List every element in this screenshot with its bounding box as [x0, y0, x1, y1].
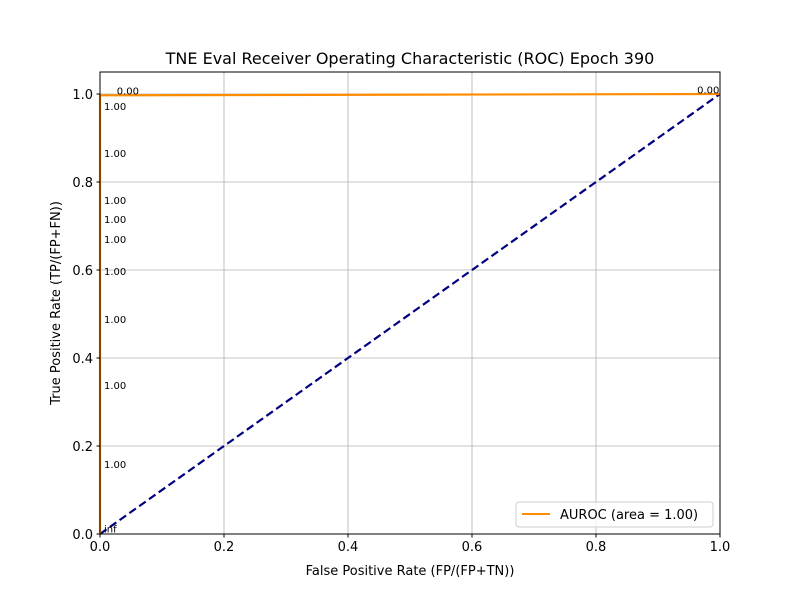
y-tick-label: 0.8	[72, 176, 93, 191]
legend-box	[515, 501, 714, 528]
y-tick-label: 1.0	[72, 88, 93, 103]
x-tick-label: 0.4	[338, 540, 359, 555]
axes-frame	[99, 71, 721, 535]
x-tick-label: 0.6	[462, 540, 483, 555]
y-axis-label: True Positive Rate (TP/(FP+FN))	[49, 201, 64, 406]
threshold-label: 1.00	[104, 102, 126, 113]
threshold-label: 1.00	[104, 315, 126, 326]
threshold-label: 0.00	[117, 86, 139, 97]
legend-label: AUROC (area = 1.00)	[560, 508, 698, 523]
y-tick-label: 0.4	[72, 352, 93, 367]
y-tick-label: 0.2	[72, 440, 93, 455]
threshold-label: 1.00	[104, 235, 126, 246]
threshold-label: 1.00	[104, 215, 126, 226]
x-tick-label: 0.2	[214, 540, 235, 555]
x-axis-label: False Positive Rate (FP/(FP+TN))	[306, 564, 515, 579]
ticks: 0.0 0.2 0.4 0.6 0.8 1.0 0.0 0.2 0.4 0.6 0.8 1.0	[72, 88, 730, 555]
series-lines	[98, 92, 721, 535]
y-tick-label: 0.6	[72, 264, 93, 279]
threshold-label: 1.00	[104, 149, 126, 160]
grid	[99, 72, 721, 535]
legend: AUROC (area = 1.00)	[515, 501, 714, 528]
chance-diagonal-line	[99, 93, 721, 535]
threshold-label: 0.00	[697, 86, 719, 97]
threshold-label: 1.00	[104, 267, 126, 278]
threshold-label: 1.00	[104, 460, 126, 471]
x-tick-label: 0.0	[90, 540, 111, 555]
threshold-label: 1.00	[104, 196, 126, 207]
threshold-annotations: inf 1.00 1.00 1.00 1.00 1.00 1.00 1.00 1.00 1.00 0…	[104, 86, 719, 536]
y-tick-label: 0.0	[72, 528, 93, 543]
threshold-label: 1.00	[104, 381, 126, 392]
chart-title: TNE Eval Receiver Operating Characterist…	[165, 49, 655, 68]
x-tick-label: 0.8	[586, 540, 607, 555]
threshold-label: inf	[104, 525, 117, 536]
x-tick-label: 1.0	[710, 540, 731, 555]
